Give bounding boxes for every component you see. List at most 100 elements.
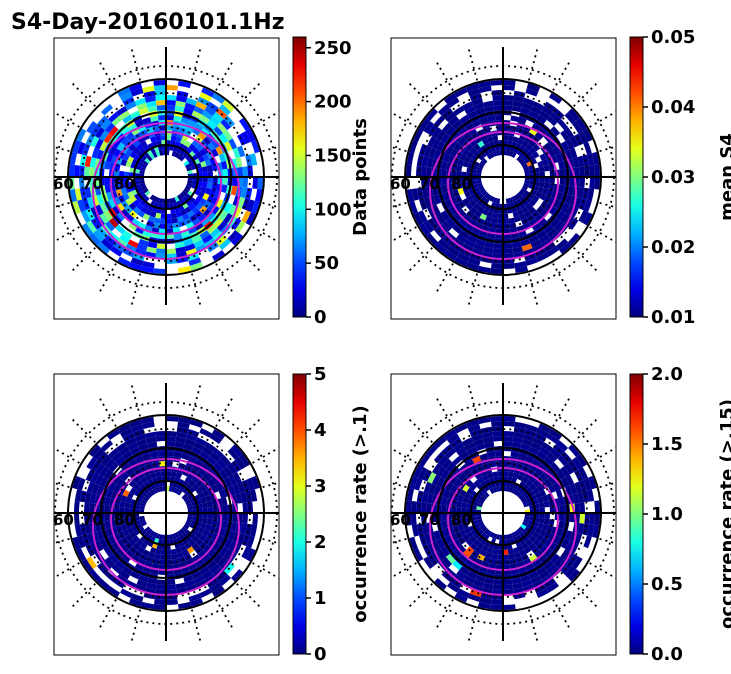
heatmap-cell [119,177,125,184]
heatmap-cell [541,495,549,503]
heatmap-cell [129,508,135,513]
heatmap-cell [423,120,434,134]
heatmap-cell [528,571,539,580]
heatmap-cells [406,80,600,274]
heatmap-cell [232,483,241,495]
heatmap-cell [543,182,550,190]
grid-spoke-dotted [528,273,539,305]
heatmap-cell [531,123,541,132]
heatmap-cell [421,177,427,188]
heatmap-cell [462,198,470,206]
heatmap-cell [113,177,120,184]
grid-spoke-dotted [72,419,96,443]
heatmap-cell [483,582,494,590]
heatmap-cell [187,226,197,235]
heatmap-cell [544,513,550,520]
heatmap-cell [171,217,179,224]
heatmap-cell [240,187,248,199]
grid-spoke-dotted [130,385,141,417]
heatmap-cell [541,238,553,249]
heatmap-cell [565,138,575,150]
heatmap-cell [503,604,516,610]
colorbar-gradient [629,36,644,318]
heatmap-cell [544,203,553,212]
heatmap-cell [159,554,166,561]
heatmap-cell [202,507,208,513]
heatmap-cell [461,177,467,183]
heatmap-cell [155,248,166,254]
heatmap-cell [119,500,126,508]
heatmap-cell [112,541,121,551]
heatmap-cell [138,574,149,583]
heatmap-cell [511,488,517,494]
heatmap-cell [491,89,503,96]
heatmap-cell [532,538,541,547]
heatmap-cell [489,488,495,494]
heatmap-cell [237,166,243,177]
grid-spoke-dotted [599,538,616,545]
heatmap-cell [529,199,537,207]
heatmap-cell [503,441,513,447]
heatmap-cell [440,504,447,513]
heatmap-cell [441,556,453,568]
grid-spoke-dotted [552,398,570,427]
heatmap-cell [206,119,217,130]
heatmap-cell [478,185,484,191]
heatmap-cell [457,136,467,146]
heatmap-cell [166,579,176,585]
heatmap-cell [515,462,523,470]
heatmap-cell [474,546,482,554]
heatmap-cell [445,198,454,208]
heatmap-cell [112,205,121,215]
grid-spoke-dotted [54,111,80,128]
heatmap-cell [472,455,482,464]
heatmap-cell [441,168,447,177]
heatmap-cell [477,476,485,484]
heatmap-cell [529,127,538,136]
heatmap-cell [202,529,210,537]
heatmap-cell [503,144,508,151]
heatmap-cell [524,472,532,480]
heatmap-cell [127,191,134,198]
heatmap-cell [175,582,186,590]
heatmap-cell [467,593,481,602]
heatmap-cell [548,475,557,485]
heatmap-cell [227,463,238,475]
heatmap-cell [148,551,156,559]
heatmap-cell [185,433,198,442]
heatmap-cell [520,107,531,116]
heatmap-cell [131,554,140,563]
heatmap-cell [153,268,166,274]
heatmap-cell [141,499,147,505]
heatmap-cell [490,604,503,610]
heatmap-cell [529,513,535,518]
heatmap-cell [503,481,508,487]
heatmap-cell [155,431,166,437]
heatmap-cell [517,117,527,125]
heatmap-cell [503,243,513,249]
heatmap-cell [489,222,497,229]
heatmap-cell [539,171,545,177]
heatmap-cell [549,93,563,105]
heatmap-cell [104,184,111,194]
grid-spoke-dotted [589,446,616,464]
heatmap-cell [200,496,207,504]
heatmap-cell [445,534,454,544]
heatmap-cell [445,462,456,473]
heatmap-cell [116,539,125,548]
heatmap-cell [154,89,166,96]
heatmap-cell [115,455,126,466]
heatmap-cell [74,164,80,177]
heatmap-cell [93,229,105,243]
heatmap-cell [142,421,155,429]
heatmap-cell [457,159,465,167]
heatmap-cell [166,441,176,447]
heatmap-cell [587,153,595,166]
heatmap-cell [450,513,457,520]
heatmap-cell [406,513,412,526]
heatmap-cell [418,210,428,223]
heatmap-cell [503,263,516,269]
heatmap-cell [413,464,424,478]
heatmap-cell [191,446,202,455]
heatmap-cell [476,166,483,172]
